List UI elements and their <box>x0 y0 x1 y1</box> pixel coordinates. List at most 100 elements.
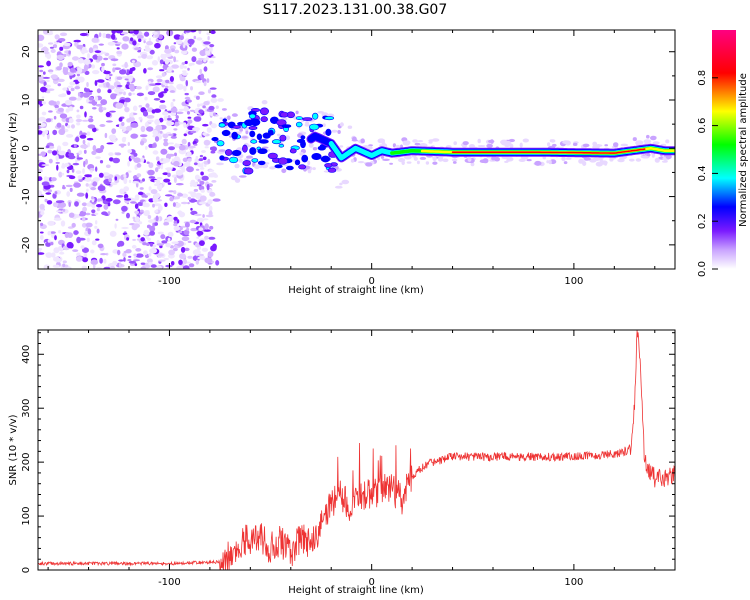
noise-speckle <box>95 166 98 172</box>
halo-speckle <box>352 136 357 142</box>
noise-speckle <box>106 81 110 88</box>
noise-speckle <box>116 42 122 45</box>
noise-speckle <box>148 143 153 148</box>
noise-speckle <box>197 103 200 108</box>
halo-speckle <box>518 158 526 162</box>
noise-speckle <box>154 209 159 213</box>
halo-speckle <box>419 143 427 147</box>
noise-speckle <box>187 196 192 201</box>
noise-speckle <box>84 177 92 182</box>
noise-speckle <box>118 262 122 268</box>
noise-speckle <box>50 74 58 79</box>
noise-speckle <box>96 79 105 83</box>
noise-speckle <box>105 164 111 169</box>
noise-speckle <box>77 92 81 97</box>
noise-speckle <box>81 202 87 207</box>
noise-speckle <box>190 62 195 66</box>
noise-speckle <box>203 66 208 72</box>
noise-speckle <box>64 232 69 239</box>
noise-speckle <box>78 150 83 155</box>
spectrogram-x-tick-label: -100 <box>158 276 181 287</box>
noise-speckle <box>81 265 88 269</box>
noise-speckle <box>174 152 177 157</box>
noise-speckle <box>186 166 194 173</box>
noise-speckle <box>193 188 199 192</box>
noise-speckle <box>186 99 192 103</box>
halo-speckle <box>652 141 660 145</box>
noise-speckle <box>190 191 197 198</box>
halo-speckle <box>584 157 591 161</box>
noise-speckle <box>187 240 192 243</box>
noise-speckle <box>77 67 83 74</box>
noise-speckle <box>209 60 214 64</box>
halo-speckle <box>437 156 444 162</box>
noise-speckle <box>41 164 50 167</box>
noise-speckle <box>159 130 163 134</box>
noise-speckle <box>121 211 125 214</box>
noise-speckle <box>98 32 102 37</box>
spectrogram-x-tick-label: 100 <box>564 276 583 287</box>
noise-speckle <box>156 253 164 257</box>
signal-blob <box>320 155 330 163</box>
noise-speckle <box>68 175 76 180</box>
noise-speckle <box>48 145 55 149</box>
halo-speckle <box>226 115 231 121</box>
noise-speckle <box>162 172 169 176</box>
noise-speckle <box>190 207 193 211</box>
noise-speckle <box>168 190 174 193</box>
noise-speckle <box>81 119 89 122</box>
noise-speckle <box>83 160 86 168</box>
noise-speckle <box>189 198 197 203</box>
noise-speckle <box>130 87 135 92</box>
noise-speckle <box>73 39 81 43</box>
halo-speckle <box>215 105 219 109</box>
noise-speckle <box>164 194 173 197</box>
noise-speckle <box>75 170 82 175</box>
noise-speckle <box>125 125 133 131</box>
halo-speckle <box>453 141 458 146</box>
noise-speckle <box>77 58 84 64</box>
noise-speckle <box>199 154 203 158</box>
noise-speckle <box>41 96 45 99</box>
noise-speckle <box>74 86 81 90</box>
noise-speckle <box>76 114 81 119</box>
noise-speckle <box>75 158 78 164</box>
noise-speckle <box>183 106 189 112</box>
noise-speckle <box>179 253 186 260</box>
noise-speckle <box>137 55 142 59</box>
noise-speckle <box>178 108 185 111</box>
noise-speckle <box>194 242 201 248</box>
noise-speckle <box>148 162 154 169</box>
noise-speckle <box>77 175 83 180</box>
noise-speckle <box>133 152 138 157</box>
signal-blob <box>244 119 255 126</box>
noise-speckle <box>173 223 178 227</box>
signal-blob <box>274 164 283 169</box>
noise-speckle <box>118 259 124 262</box>
noise-speckle <box>134 216 140 223</box>
noise-speckle <box>202 132 207 136</box>
halo-speckle <box>282 164 289 167</box>
colorbar: 0.0 0.2 0.4 0.6 0.8 Normalized spectral ampl… <box>697 30 749 277</box>
noise-speckle <box>175 169 183 176</box>
noise-speckle <box>130 112 134 118</box>
noise-speckle <box>38 116 46 122</box>
noise-speckle <box>154 222 158 226</box>
signal-blob <box>327 167 337 173</box>
noise-speckle <box>198 240 205 247</box>
noise-speckle <box>43 176 48 182</box>
noise-speckle <box>208 169 215 172</box>
noise-speckle <box>65 184 73 188</box>
noise-speckle <box>73 182 81 188</box>
noise-speckle <box>210 172 217 178</box>
noise-speckle <box>130 155 135 160</box>
noise-speckle <box>53 256 61 262</box>
noise-speckle <box>76 192 85 197</box>
noise-speckle <box>157 205 163 212</box>
noise-speckle <box>142 201 147 208</box>
noise-speckle <box>85 158 88 165</box>
signal-blob <box>257 160 266 166</box>
noise-speckle <box>94 212 99 215</box>
halo-speckle <box>600 160 608 165</box>
noise-speckle <box>91 240 97 246</box>
